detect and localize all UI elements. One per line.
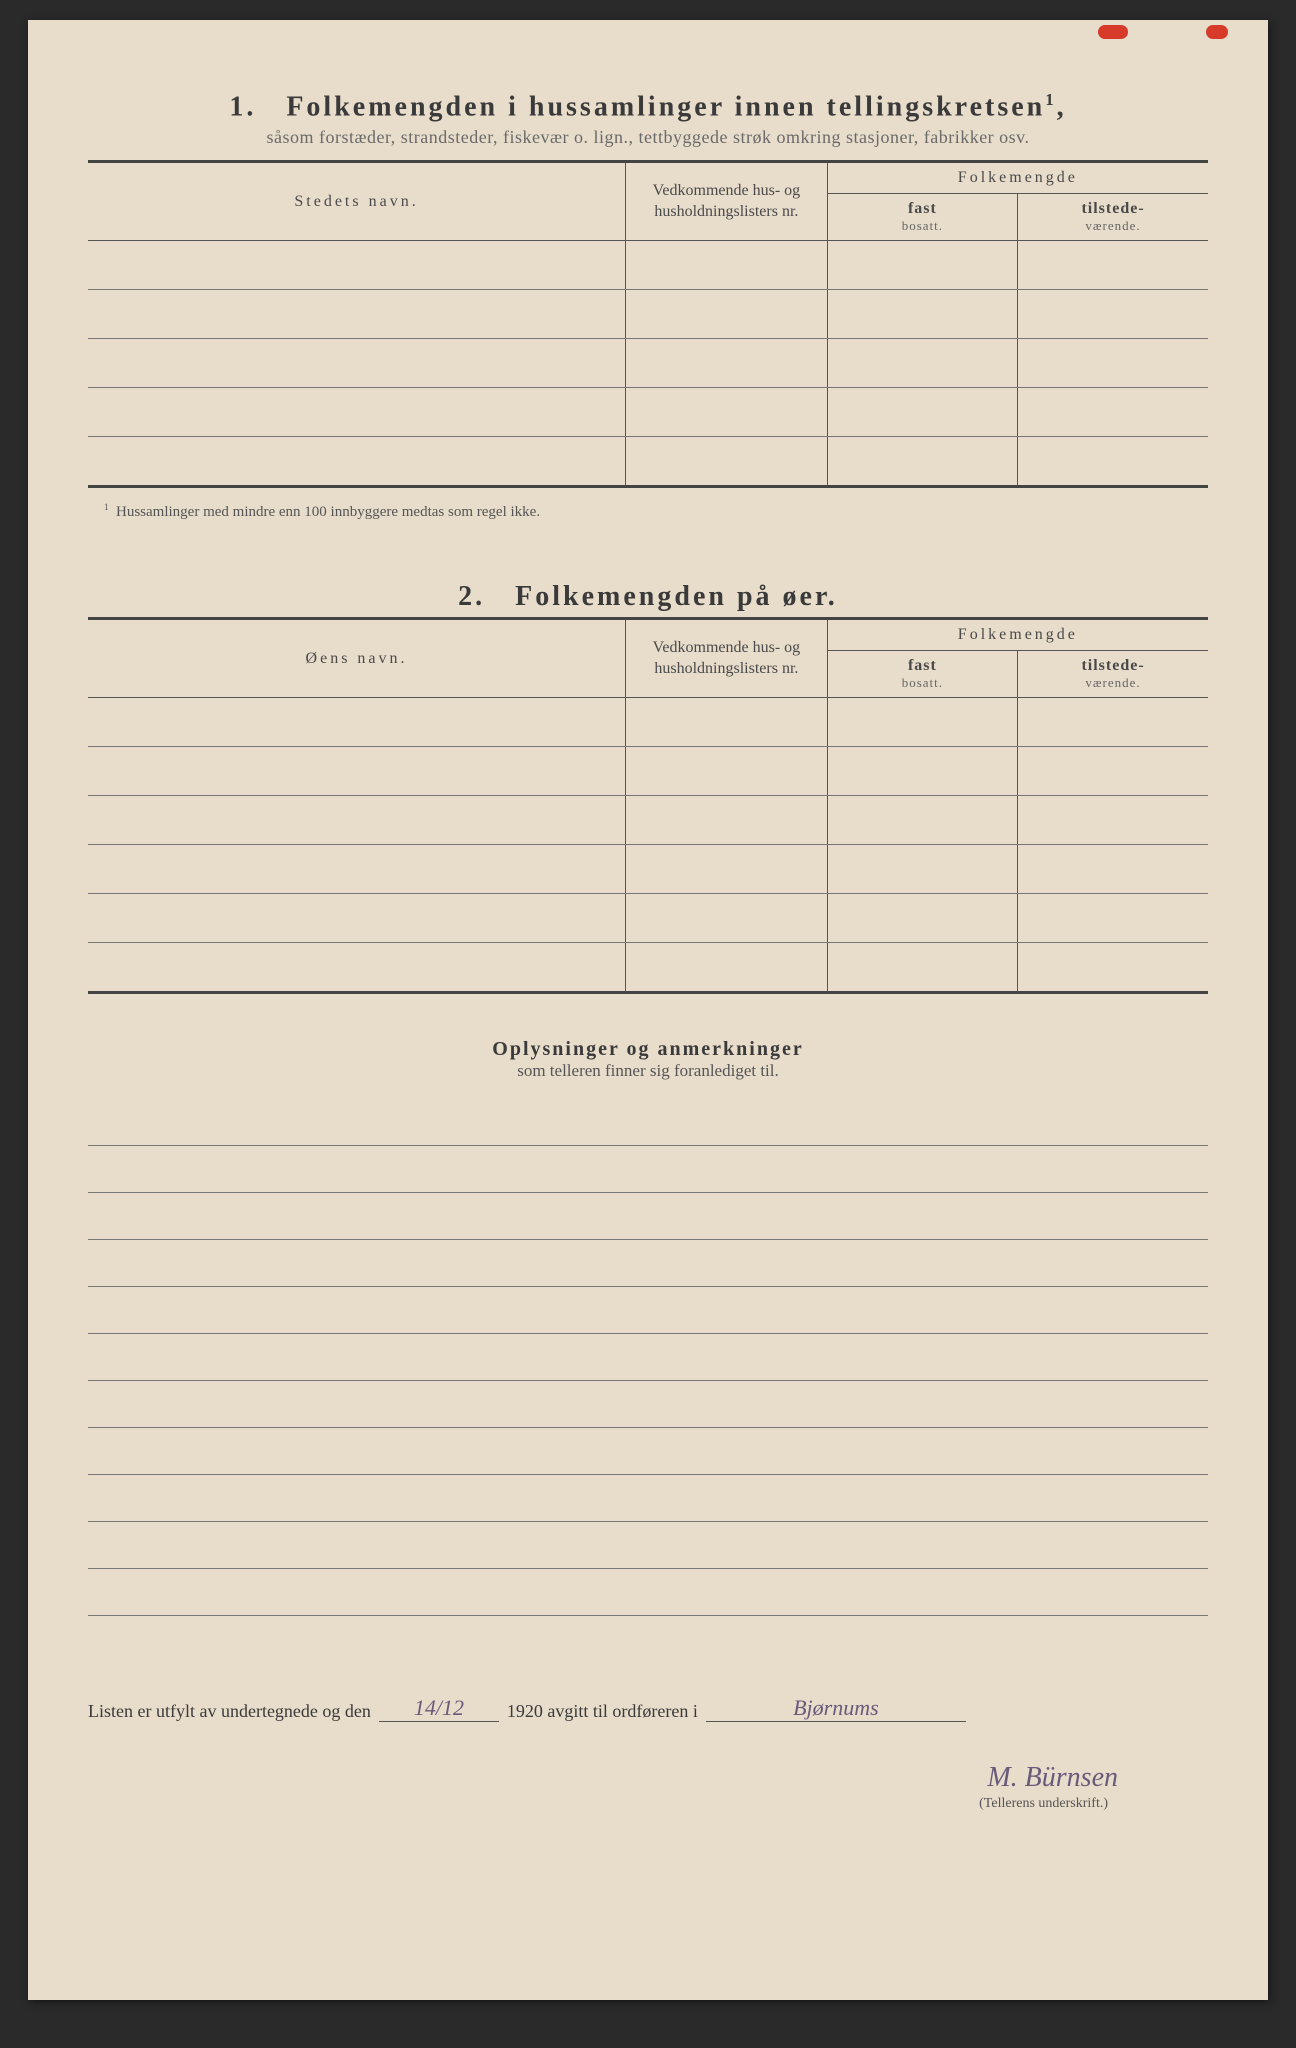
section2-title: 2. Folkemengden på øer. — [88, 581, 1208, 613]
remarks-line — [88, 1240, 1208, 1287]
remarks-line — [88, 1287, 1208, 1334]
remarks-line — [88, 1193, 1208, 1240]
section2-table: Øens navn. Vedkommende hus- og husholdni… — [88, 617, 1208, 994]
remarks-line — [88, 1381, 1208, 1428]
sig-mid: avgitt til ordføreren i — [547, 1701, 697, 1722]
section1-title: 1. Folkemengden i hussamlinger innen tel… — [88, 90, 1208, 123]
table-row — [88, 943, 1208, 993]
remarks-line — [88, 1099, 1208, 1146]
remarks-line — [88, 1569, 1208, 1616]
section1-col-til: tilstede- værende. — [1018, 194, 1208, 241]
section1-col-pop: Folkemengde — [827, 162, 1208, 194]
section2-col-fast: fast bosatt. — [827, 651, 1017, 698]
table-row — [88, 290, 1208, 339]
remarks-lines — [88, 1099, 1208, 1616]
document-page: 1. Folkemengden i hussamlinger innen tel… — [28, 20, 1268, 2000]
remarks-line — [88, 1475, 1208, 1522]
remarks-line — [88, 1146, 1208, 1193]
section2-col-til: tilstede- værende. — [1018, 651, 1208, 698]
remarks-line — [88, 1428, 1208, 1475]
section1-table: Stedets navn. Vedkommende hus- og hushol… — [88, 160, 1208, 488]
red-mark-1 — [1098, 25, 1128, 39]
sig-place: Bjørnums — [706, 1696, 966, 1721]
section2-title-text: Folkemengden på øer. — [515, 581, 838, 612]
sig-caption: (Tellerens underskrift.) — [88, 1796, 1208, 1812]
remarks-subtitle: som telleren finner sig foranlediget til… — [88, 1061, 1208, 1081]
section1-footnote: 1 Hussamlinger med mindre enn 100 innbyg… — [88, 502, 1208, 521]
section2-number: 2. — [458, 581, 485, 612]
table-row — [88, 894, 1208, 943]
section2-col-name: Øens navn. — [88, 619, 626, 698]
table-row — [88, 796, 1208, 845]
section1-number: 1. — [229, 91, 256, 122]
remarks-line — [88, 1334, 1208, 1381]
table-row — [88, 845, 1208, 894]
section1-col-name: Stedets navn. — [88, 162, 626, 241]
table-row — [88, 437, 1208, 487]
table-row — [88, 241, 1208, 290]
section1-title-text: Folkemengden i hussamlinger innen tellin… — [286, 91, 1045, 122]
table-row — [88, 388, 1208, 437]
sig-name: M. Bürnsen — [88, 1762, 1208, 1794]
table-row — [88, 698, 1208, 747]
section2-col-pop: Folkemengde — [827, 619, 1208, 651]
section1-subtitle: såsom forstæder, strandsteder, fiskevær … — [88, 127, 1208, 148]
remarks-title: Oplysninger og anmerkninger — [88, 1038, 1208, 1061]
red-mark-2 — [1206, 25, 1228, 39]
section2-col-lists: Vedkommende hus- og husholdningslisters … — [626, 619, 828, 698]
section1-col-lists: Vedkommende hus- og husholdningslisters … — [626, 162, 828, 241]
signature-line: Listen er utfylt av undertegnede og den … — [88, 1696, 1208, 1721]
section1-col-fast: fast bosatt. — [827, 194, 1017, 241]
section1-title-sup: 1 — [1045, 90, 1056, 109]
sig-year: 1920 — [507, 1701, 543, 1722]
table-row — [88, 339, 1208, 388]
table-row — [88, 747, 1208, 796]
sig-date: 14/12 — [379, 1696, 499, 1721]
sig-prefix: Listen er utfylt av undertegnede og den — [88, 1701, 371, 1722]
remarks-line — [88, 1522, 1208, 1569]
